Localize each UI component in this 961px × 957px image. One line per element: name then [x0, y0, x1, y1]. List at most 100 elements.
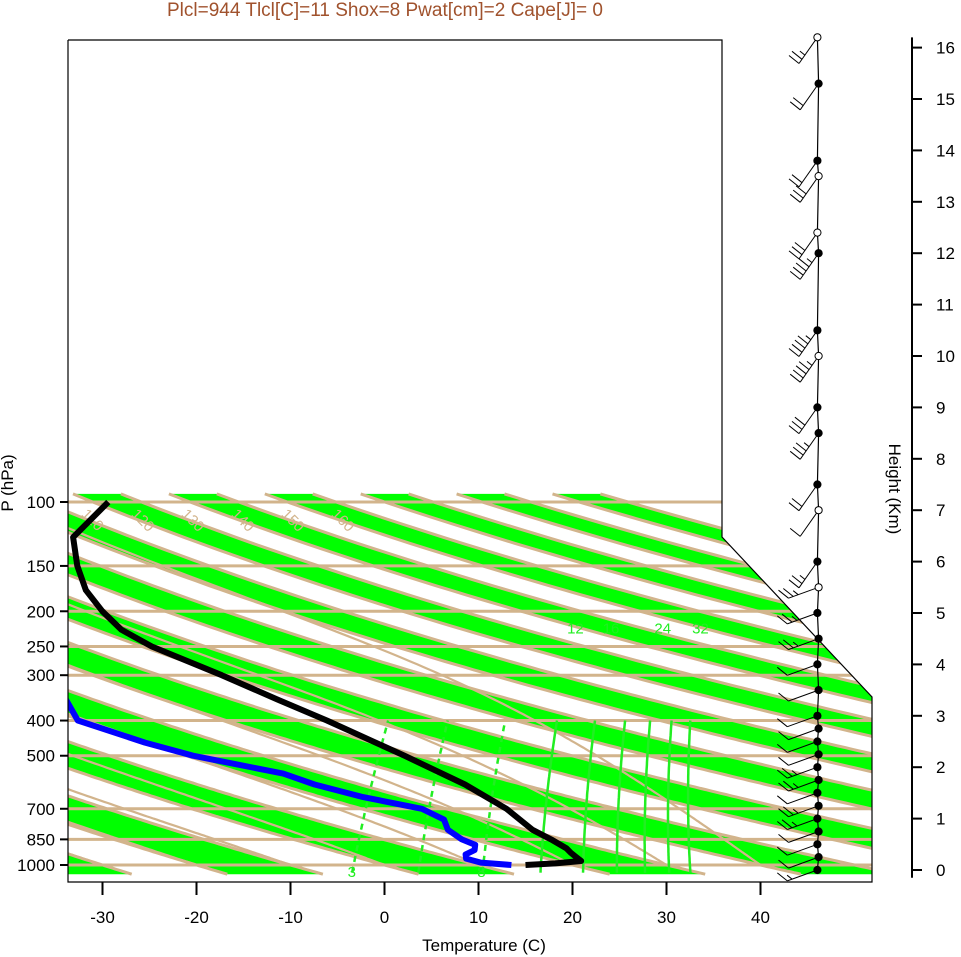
wind-barb-staff [799, 509, 820, 537]
wind-barb-staff [788, 856, 819, 869]
wind-barb-staff [788, 753, 819, 766]
mixing-ratio-line [666, 720, 673, 873]
wind-barb-half [806, 258, 813, 263]
x-axis-label: Temperature (C) [422, 936, 546, 955]
wind-barb-flag [795, 365, 807, 375]
mixing-ratio-label: 16 [603, 620, 620, 637]
wind-marker-filled [813, 156, 822, 165]
wind-barb-flag [791, 343, 803, 353]
wind-barb-flag [782, 588, 794, 597]
mixing-ratio-label: 24 [654, 620, 671, 637]
wind-barb-flag [788, 55, 800, 64]
mixing-ratio-label: 12 [567, 620, 584, 637]
height-tick-label: 15 [936, 90, 955, 109]
dry-adiabat-line [72, 492, 872, 876]
wind-barb-staff [787, 766, 818, 779]
x-tick-label: -20 [184, 908, 209, 927]
height-tick-label: 2 [936, 758, 945, 777]
wind-barb-half [791, 616, 798, 621]
wind-marker-filled [813, 711, 822, 720]
moist-adiabat-line [68, 598, 291, 867]
dry-adiabat-line [68, 492, 872, 876]
wind-barb-flag [789, 450, 801, 460]
wind-marker-open [814, 506, 823, 515]
wind-marker-filled [813, 403, 822, 412]
height-tick-label: 11 [936, 296, 954, 315]
height-tick-label: 13 [936, 193, 955, 212]
temperature-axis: -30 -20 -10 0 10 20 30 40 [68, 881, 872, 927]
wind-barb-staff [787, 869, 818, 882]
p-tick-label: 850 [27, 830, 55, 849]
wind-barb-flag [791, 246, 803, 256]
height-tick-label: 9 [936, 398, 945, 417]
wind-barb-half [792, 783, 799, 788]
wind-barb-flag [776, 846, 788, 856]
wind-barb-half [799, 50, 806, 56]
dry-adiabat-line [264, 492, 872, 876]
mixing-ratio-line [581, 720, 597, 873]
x-tick-label: 0 [380, 908, 389, 927]
wind-marker-filled [814, 634, 823, 643]
wind-barb-flag [789, 101, 801, 111]
wind-barb-flag [792, 189, 804, 199]
dry-adiabat-line [68, 492, 515, 876]
wind-marker-filled [813, 480, 822, 489]
sounding-profiles [68, 499, 585, 868]
dry-adiabat-line [68, 492, 324, 876]
wind-marker-filled [814, 686, 823, 695]
height-axis-label: Height (Km) [885, 444, 904, 535]
wind-barb-half [806, 361, 813, 366]
wind-barb-flag [794, 339, 806, 349]
p-tick-label: 150 [27, 557, 55, 576]
p-tick-label: 1000 [17, 856, 55, 875]
wind-marker-filled [814, 750, 823, 759]
p-tick-label: 100 [27, 493, 55, 512]
wind-barb-staff [787, 843, 818, 856]
wind-barb-staff [788, 689, 819, 702]
p-tick-label: 250 [27, 637, 55, 656]
p-tick-label: 200 [27, 602, 55, 621]
wind-marker-filled [814, 249, 823, 258]
y-axis-label: P (hPa) [0, 454, 17, 511]
x-tick-label: -10 [278, 908, 303, 927]
wind-barb-staff [787, 715, 818, 728]
moist-adiabat-line [68, 508, 574, 866]
wind-marker-filled [814, 79, 823, 88]
x-tick-label: 20 [563, 908, 582, 927]
moist-adiabat-line [68, 542, 479, 867]
wind-barb-flag [798, 361, 810, 370]
x-tick-label: 40 [751, 908, 770, 927]
wind-barb-staff [787, 792, 818, 805]
height-tick-label: 4 [936, 655, 945, 674]
wind-barb-flag [778, 731, 789, 740]
wind-marker-filled [813, 814, 822, 823]
wind-barb-flag [788, 178, 800, 188]
wind-barb-flag [778, 782, 789, 792]
wind-barb-flag [788, 348, 800, 357]
wind-profile-column [776, 33, 823, 882]
p-tick-label: 500 [27, 747, 55, 766]
wind-barb-flag [776, 795, 788, 805]
height-tick-label: 5 [936, 604, 945, 623]
wind-barb-flag [791, 498, 803, 507]
dry-adiabat-line [216, 492, 872, 876]
height-tick-label: 3 [936, 707, 945, 726]
wind-barb-flag [788, 502, 800, 512]
wind-barb-staff [788, 831, 819, 843]
wind-barb-flag [781, 819, 793, 829]
height-tick-label: 14 [936, 141, 955, 160]
wind-barb-flag [782, 639, 794, 649]
wind-barb-staff [787, 663, 818, 676]
temperature-profile [70, 499, 585, 868]
wind-marker-filled [813, 557, 822, 566]
wind-barb-half [786, 874, 793, 880]
wind-barb-staff [788, 638, 819, 651]
dry-adiabat-line [68, 492, 706, 876]
wind-barb-flag [778, 834, 789, 843]
wind-marker-filled [814, 429, 823, 438]
wind-barb-flag [795, 442, 807, 452]
wind-marker-filled [813, 737, 822, 746]
mixing-ratio-lines [350, 720, 692, 873]
wind-barb-flag [776, 744, 788, 753]
wind-barb-flag [795, 262, 807, 272]
